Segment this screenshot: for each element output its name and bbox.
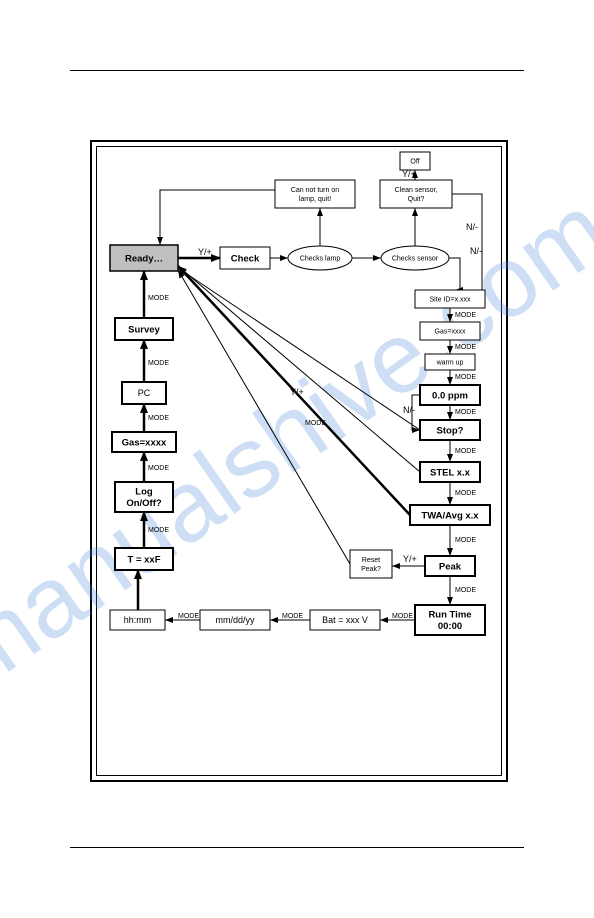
svg-text:Clean sensor,: Clean sensor, xyxy=(395,187,438,194)
svg-text:Peak: Peak xyxy=(439,561,462,572)
svg-text:PC: PC xyxy=(138,388,151,398)
svg-text:0.0 ppm: 0.0 ppm xyxy=(432,390,468,401)
svg-text:00:00: 00:00 xyxy=(438,621,462,632)
svg-text:MODE: MODE xyxy=(455,448,476,455)
node-cannot xyxy=(275,180,355,208)
svg-text:MODE: MODE xyxy=(455,409,476,416)
svg-text:T = xxF: T = xxF xyxy=(128,554,161,565)
svg-text:MODE: MODE xyxy=(455,374,476,381)
svg-text:On/Off?: On/Off? xyxy=(126,498,162,509)
svg-text:MODE: MODE xyxy=(455,490,476,497)
svg-text:TWA/Avg x.x: TWA/Avg x.x xyxy=(421,510,479,521)
svg-text:Y/+: Y/+ xyxy=(198,247,212,257)
svg-text:MODE: MODE xyxy=(455,537,476,544)
svg-text:MODE: MODE xyxy=(392,613,413,620)
svg-text:Checks sensor: Checks sensor xyxy=(392,256,439,263)
svg-text:MODE: MODE xyxy=(148,360,169,367)
svg-text:Site ID=x.xxx: Site ID=x.xxx xyxy=(429,296,471,303)
svg-text:lamp, quit!: lamp, quit! xyxy=(299,196,331,203)
svg-text:MODE: MODE xyxy=(455,587,476,594)
svg-text:MODE: MODE xyxy=(148,465,169,472)
svg-text:warm up: warm up xyxy=(436,359,464,366)
svg-text:N/-: N/- xyxy=(470,246,482,256)
svg-text:MODE: MODE xyxy=(148,295,169,302)
svg-text:Gas=xxxx: Gas=xxxx xyxy=(435,328,466,335)
svg-text:Log: Log xyxy=(135,487,153,498)
svg-text:mm/dd/yy: mm/dd/yy xyxy=(215,615,255,625)
svg-text:N/-: N/- xyxy=(403,405,415,415)
svg-text:Quit?: Quit? xyxy=(408,196,425,203)
svg-text:MODE: MODE xyxy=(148,527,169,534)
svg-text:N/-: N/- xyxy=(466,222,478,232)
svg-text:Can not turn on: Can not turn on xyxy=(291,187,339,194)
svg-text:Reset: Reset xyxy=(362,557,380,564)
svg-text:MODE: MODE xyxy=(455,312,476,319)
svg-text:Peak?: Peak? xyxy=(361,566,381,573)
svg-text:MODE: MODE xyxy=(282,613,303,620)
svg-text:Survey: Survey xyxy=(128,324,160,335)
page: manualshive.com Y/+Y/+N/-MODEMODEMODEMOD… xyxy=(0,0,594,918)
svg-text:Y/+: Y/+ xyxy=(403,554,417,564)
node-reset xyxy=(350,550,392,578)
svg-text:MODE: MODE xyxy=(455,344,476,351)
svg-text:Off: Off xyxy=(410,158,419,165)
flowchart: Y/+ Y/+ N/- MODE MODE MODE MODE MODE MODE MODE MOD… xyxy=(0,0,594,918)
svg-text:Stop?: Stop? xyxy=(437,425,464,436)
svg-text:Gas=xxxx: Gas=xxxx xyxy=(122,437,167,448)
svg-text:Bat = xxx V: Bat = xxx V xyxy=(322,615,368,625)
node-clean xyxy=(380,180,452,208)
svg-text:Check: Check xyxy=(231,253,260,264)
svg-text:Run Time: Run Time xyxy=(428,610,471,621)
svg-text:MODE: MODE xyxy=(148,415,169,422)
svg-text:hh:mm: hh:mm xyxy=(124,615,152,625)
svg-text:Ready…: Ready… xyxy=(125,253,163,264)
svg-text:MODE: MODE xyxy=(178,613,199,620)
svg-text:Checks lamp: Checks lamp xyxy=(300,256,341,263)
svg-text:STEL x.x: STEL x.x xyxy=(430,467,471,478)
